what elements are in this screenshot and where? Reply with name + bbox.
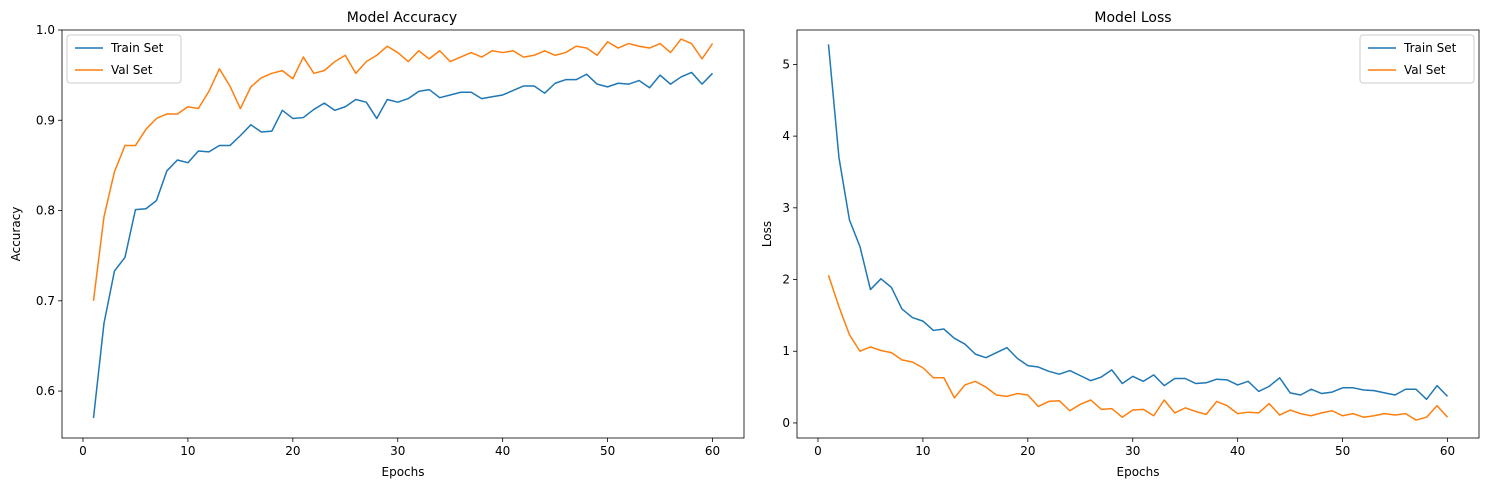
x-tick-label: 30 (1125, 444, 1140, 458)
y-tick-label: 1 (782, 344, 790, 358)
accuracy-subplot: Model Accuracy 0 10 20 30 40 50 60 0.6 0.7 0.8 0.9… (9, 10, 745, 479)
x-tick-label: 50 (600, 444, 615, 458)
y-tick-label: 2 (782, 273, 790, 287)
x-tick-label: 0 (814, 444, 822, 458)
series-line-train-set (92, 71, 714, 419)
y-tick-label: 1.0 (36, 23, 55, 37)
legend-label: Val Set (111, 63, 153, 77)
y-tick-label: 0.8 (36, 204, 55, 218)
accuracy-xlabel: Epochs (382, 465, 425, 479)
y-tick-label: 0.6 (36, 384, 55, 398)
x-tick-label: 10 (180, 444, 195, 458)
accuracy-legend: Train Set Val Set (66, 34, 182, 84)
loss-title: Model Loss (1094, 10, 1171, 26)
legend-label: Train Set (110, 41, 164, 55)
accuracy-marks (92, 38, 714, 419)
x-tick-label: 20 (285, 444, 300, 458)
legend-box (1359, 34, 1475, 84)
legend-label: Val Set (1404, 63, 1446, 77)
x-tick-label: 40 (1230, 444, 1245, 458)
loss-xlabel: Epochs (1117, 465, 1160, 479)
x-tick-label: 0 (79, 444, 87, 458)
legend-label: Train Set (1403, 41, 1457, 55)
accuracy-ticks: 0 10 20 30 40 50 60 0.6 0.7 0.8 0.9 1.0 (36, 23, 720, 458)
accuracy-title: Model Accuracy (347, 10, 457, 26)
y-tick-label: 4 (782, 129, 790, 143)
y-tick-label: 0.7 (36, 294, 55, 308)
loss-subplot: Model Loss 0 10 20 30 40 50 60 0 1 2 3 4 5 Epochs Lo… (760, 10, 1480, 479)
series-line-train-set (827, 44, 1449, 401)
loss-legend: Train Set Val Set (1359, 34, 1475, 84)
y-tick-label: 5 (782, 57, 790, 71)
x-tick-label: 50 (1335, 444, 1350, 458)
x-tick-label: 40 (495, 444, 510, 458)
series-line-val-set (92, 38, 714, 301)
loss-marks (827, 44, 1449, 421)
series-line-val-set (827, 274, 1449, 421)
loss-plot-area (797, 30, 1479, 438)
x-tick-label: 20 (1020, 444, 1035, 458)
y-tick-label: 0.9 (36, 113, 55, 127)
x-tick-label: 60 (1440, 444, 1455, 458)
y-tick-label: 3 (782, 201, 790, 215)
legend-box (66, 34, 182, 84)
accuracy-plot-area (62, 30, 744, 438)
x-tick-label: 10 (915, 444, 930, 458)
accuracy-axes-frame (61, 29, 745, 439)
y-tick-label: 0 (782, 416, 790, 430)
accuracy-ylabel: Accuracy (9, 207, 23, 262)
loss-axes-frame (796, 29, 1480, 439)
x-tick-label: 30 (390, 444, 405, 458)
loss-ticks: 0 10 20 30 40 50 60 0 1 2 3 4 5 (782, 57, 1455, 458)
x-tick-label: 60 (705, 444, 720, 458)
loss-ylabel: Loss (760, 221, 774, 247)
